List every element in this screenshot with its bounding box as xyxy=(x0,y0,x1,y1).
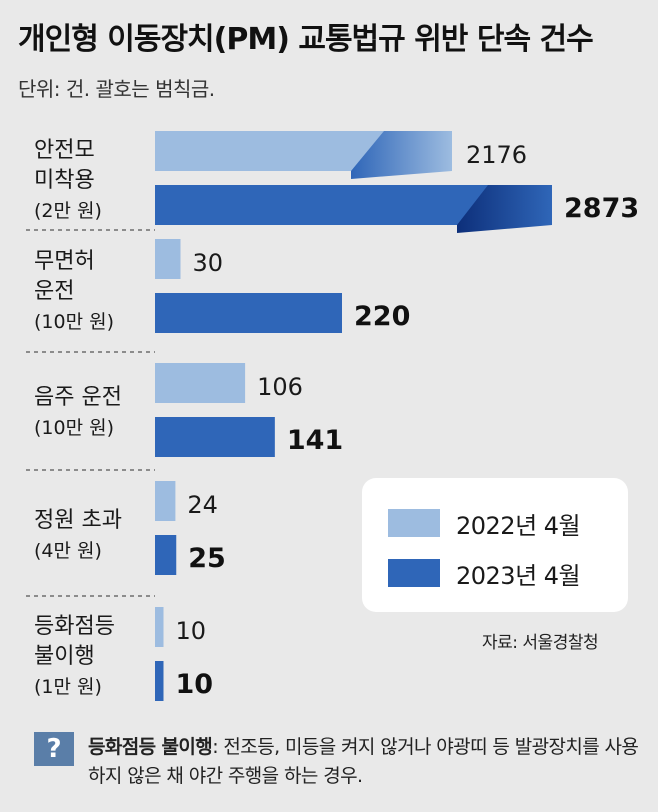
category-label: 운전 xyxy=(34,279,74,304)
bar-2023 xyxy=(155,185,488,225)
category-label: 등화점등 xyxy=(34,614,115,639)
bar-2023 xyxy=(155,535,177,575)
bar-2022 xyxy=(155,363,246,403)
category-label: 무면허 xyxy=(34,249,95,274)
chart-title: 개인형 이동장치(PM) 교통법규 위반 단속 건수 xyxy=(18,22,594,57)
legend-label-2023: 2023년 4월 xyxy=(456,561,581,590)
footnote: 등화점등 불이행: 전조등, 미등을 켜지 않거나 야광띠 등 발광장치를 사용… xyxy=(88,733,648,791)
value-label-2022: 106 xyxy=(257,373,303,401)
value-label-2022: 24 xyxy=(187,491,218,519)
category-label: (10만 원) xyxy=(34,311,114,333)
bar-2022 xyxy=(155,607,164,647)
bar-2023 xyxy=(155,293,342,333)
category-label: 안전모 xyxy=(34,138,95,163)
legend-item-2023: 2023년 4월 xyxy=(388,558,581,590)
value-label-2022: 30 xyxy=(193,249,224,277)
category-label: (4만 원) xyxy=(34,540,102,562)
value-label-2022: 10 xyxy=(176,617,207,645)
footnote-head: 등화점등 불이행 xyxy=(88,736,213,758)
bar-2023 xyxy=(155,417,275,457)
bar-2023 xyxy=(155,661,164,701)
category-label: 불이행 xyxy=(34,644,95,669)
legend: 2022년 4월 2023년 4월 xyxy=(362,478,628,612)
value-label-2023: 25 xyxy=(188,543,226,574)
category-label: 정원 초과 xyxy=(34,508,122,533)
value-label-2023: 2873 xyxy=(564,193,639,224)
legend-item-2022: 2022년 4월 xyxy=(388,508,581,540)
bar-2022 xyxy=(155,131,384,171)
category-label: (2만 원) xyxy=(34,200,102,222)
question-icon: ? xyxy=(34,732,74,766)
value-label-2023: 220 xyxy=(354,301,410,332)
legend-swatch-2023 xyxy=(388,559,440,587)
bar-2023-break xyxy=(457,185,552,233)
value-label-2023: 141 xyxy=(287,425,343,456)
bar-2022 xyxy=(155,481,176,521)
footnote-text: : 전조등, 미등을 켜지 않거나 야광띠 등 발광장치를 사용하지 않은 채 … xyxy=(88,736,639,787)
legend-label-2022: 2022년 4월 xyxy=(456,511,581,540)
category-label: 음주 운전 xyxy=(34,385,122,410)
source-note: 자료: 서울경찰청 xyxy=(482,633,599,653)
unit-note: 단위: 건. 괄호는 범칙금. xyxy=(18,77,215,101)
category-label: 미착용 xyxy=(34,168,95,193)
value-label-2022: 2176 xyxy=(466,141,527,169)
legend-swatch-2022 xyxy=(388,509,440,537)
value-label-2023: 10 xyxy=(176,669,214,700)
bar-2022 xyxy=(155,239,181,279)
category-label: (1만 원) xyxy=(34,676,102,698)
bar-2022-break xyxy=(351,131,452,179)
category-label: (10만 원) xyxy=(34,417,114,439)
